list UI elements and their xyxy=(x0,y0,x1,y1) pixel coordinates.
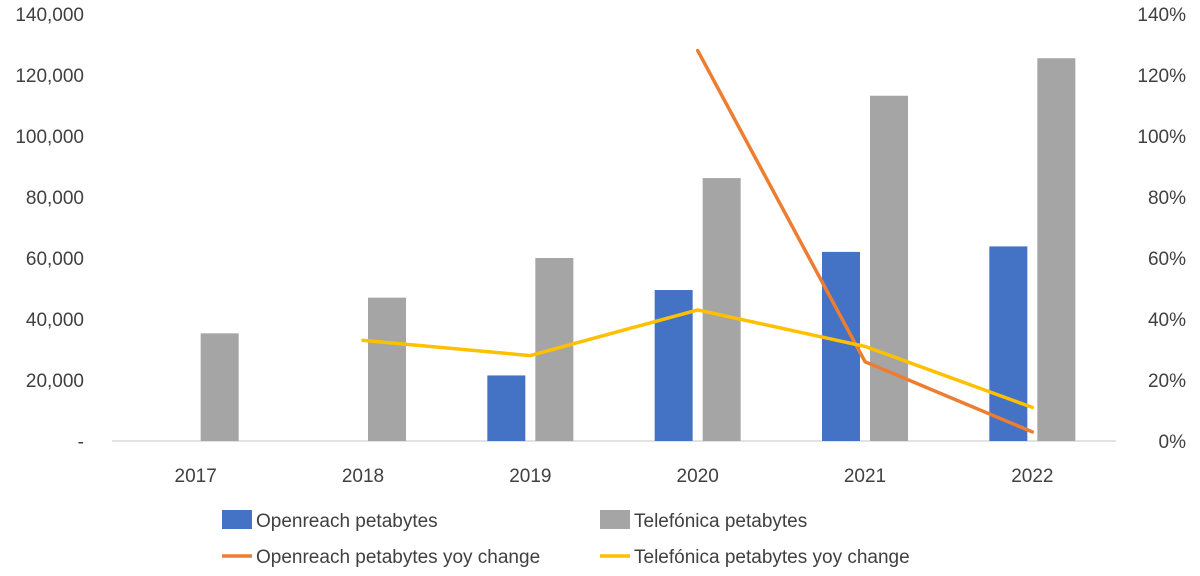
bar-telefonica-petabytes-2022 xyxy=(1037,58,1076,441)
legend-label-openreach-petabytes: Openreach petabytes xyxy=(256,511,438,532)
x-tick-label: 2021 xyxy=(844,466,886,487)
legend-swatch-openreach-petabytes xyxy=(222,510,252,529)
legend-label-telefonica-yoy: Telefónica petabytes yoy change xyxy=(634,547,910,568)
x-tick-label: 2022 xyxy=(1011,466,1053,487)
x-tick-label: 2018 xyxy=(342,466,384,487)
right-y-tick-label: 20% xyxy=(1148,371,1186,392)
x-tick-label: 2017 xyxy=(175,466,217,487)
bar-telefonica-petabytes-2021 xyxy=(870,95,908,442)
lines xyxy=(361,48,1035,434)
legend-item-telefonica-petabytes: Telefónica petabytes xyxy=(600,510,807,532)
left-y-tick-label: - xyxy=(78,432,84,453)
x-axis: 2017 2018 2019 2020 2021 2022 xyxy=(175,466,1054,487)
left-y-tick-label: 40,000 xyxy=(26,310,84,331)
left-y-tick-label: 80,000 xyxy=(26,188,84,209)
x-tick-label: 2019 xyxy=(509,466,551,487)
right-y-axis: 0% 20% 40% 60% 80% 100% 120% 140% xyxy=(1137,5,1186,453)
right-y-tick-label: 100% xyxy=(1137,127,1186,148)
right-y-tick-label: 140% xyxy=(1137,5,1186,26)
line-openreach-petabytes-yoy-change xyxy=(695,48,1035,434)
legend: Openreach petabytes Telefónica petabytes… xyxy=(222,510,910,568)
left-y-tick-label: 140,000 xyxy=(15,5,84,26)
left-y-tick-label: 120,000 xyxy=(15,66,84,87)
left-y-tick-label: 100,000 xyxy=(15,127,84,148)
right-y-tick-label: 120% xyxy=(1137,66,1186,87)
left-y-tick-label: 20,000 xyxy=(26,371,84,392)
legend-item-telefonica-yoy: Telefónica petabytes yoy change xyxy=(600,547,910,568)
right-y-tick-label: 0% xyxy=(1159,432,1187,453)
x-tick-label: 2020 xyxy=(677,466,719,487)
bar-openreach-petabytes-2022 xyxy=(989,246,1028,441)
bar-openreach-petabytes-2019 xyxy=(487,375,526,441)
legend-swatch-telefonica-petabytes xyxy=(600,510,630,529)
right-y-tick-label: 40% xyxy=(1148,310,1186,331)
bar-telefonica-petabytes-2018 xyxy=(368,297,406,441)
bar-telefonica-petabytes-2017 xyxy=(200,333,239,441)
right-y-tick-label: 80% xyxy=(1148,188,1186,209)
left-y-axis: - 20,000 40,000 60,000 80,000 100,000 120,000 1… xyxy=(15,5,84,453)
bar-openreach-petabytes-2021 xyxy=(822,251,860,441)
bars xyxy=(200,58,1076,442)
legend-item-openreach-yoy: Openreach petabytes yoy change xyxy=(222,547,540,568)
right-y-tick-label: 60% xyxy=(1148,249,1186,270)
left-y-tick-label: 60,000 xyxy=(26,249,84,270)
line-telefonica-petabytes-yoy-change xyxy=(361,308,1035,410)
bar-telefonica-petabytes-2020 xyxy=(702,178,741,441)
legend-label-openreach-yoy: Openreach petabytes yoy change xyxy=(256,547,540,568)
legend-label-telefonica-petabytes: Telefónica petabytes xyxy=(634,511,807,532)
legend-item-openreach-petabytes: Openreach petabytes xyxy=(222,510,438,532)
